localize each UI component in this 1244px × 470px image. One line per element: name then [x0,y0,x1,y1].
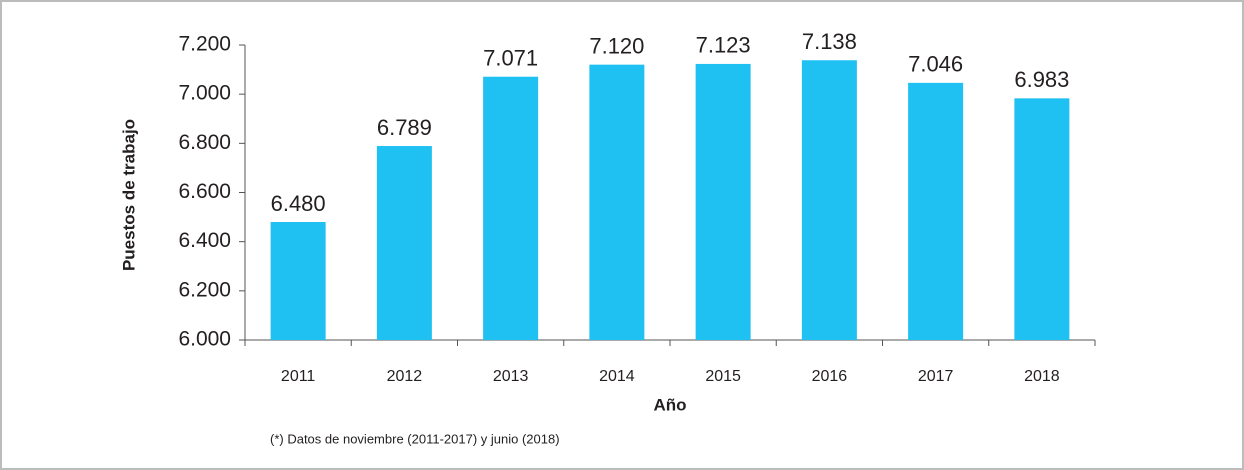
value-label: 7.071 [483,46,538,71]
bar [270,222,326,340]
x-tick-label: 2011 [281,368,316,385]
x-axis-label: Año [653,395,686,414]
y-tick-label: 6.000 [178,328,231,351]
y-axis-label: Puestos de trabajo [119,119,138,271]
x-tick-label: 2015 [705,368,741,385]
y-tick-label: 6.600 [178,180,231,203]
y-tick-label: 7.000 [178,82,231,105]
value-label: 7.123 [696,33,751,58]
y-tick-label: 7.200 [178,33,231,56]
y-tick-label: 6.800 [178,131,231,154]
value-label: 7.120 [589,33,644,58]
bar [1014,98,1070,341]
y-tick-label: 6.400 [178,229,231,252]
bar [908,82,964,340]
value-label: 6.983 [1014,67,1069,92]
x-tick-label: 2018 [1024,368,1060,385]
footnote: (*) Datos de noviembre (2011-2017) y jun… [270,431,560,446]
x-tick-label: 2016 [812,368,848,385]
value-label: 7.046 [908,52,963,77]
bar [376,146,432,340]
y-tick-label: 6.200 [178,278,231,301]
value-label: 7.138 [802,29,857,54]
bar [801,60,857,340]
value-label: 6.789 [377,115,432,140]
x-tick-label: 2014 [599,368,635,385]
bar [483,76,539,341]
bar [589,64,645,341]
x-tick-label: 2017 [918,368,954,385]
bar [695,63,751,340]
x-tick-label: 2012 [387,368,423,385]
x-tick-label: 2013 [493,368,529,385]
value-label: 6.480 [271,191,326,216]
